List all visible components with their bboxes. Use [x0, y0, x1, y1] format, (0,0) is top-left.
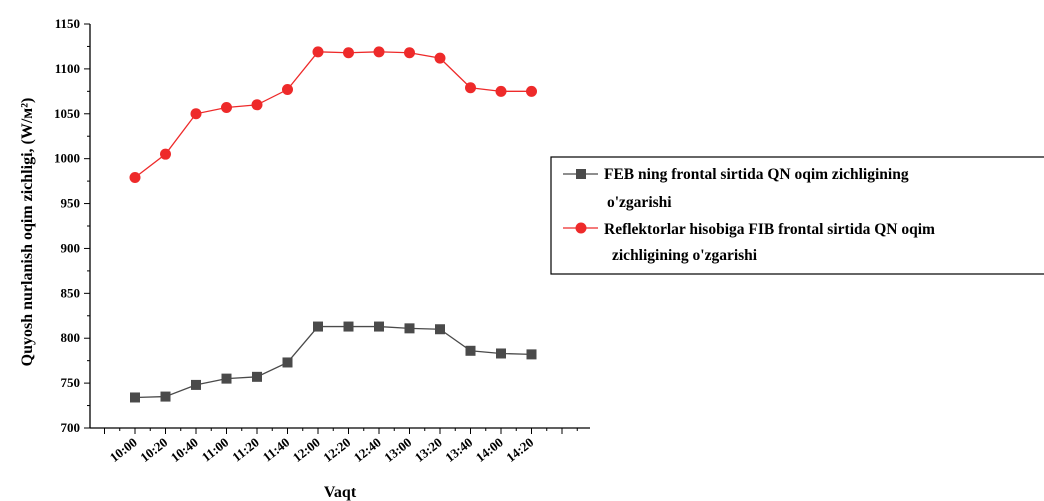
series-1 — [130, 321, 537, 403]
data-point — [373, 46, 385, 58]
x-tick-label: 10:40 — [168, 435, 201, 466]
legend-label-series-2-line1: Reflektorlar hisobiga FIB frontal sirtid… — [604, 221, 935, 238]
legend-marker-series-2 — [575, 222, 587, 234]
x-tick-label: 11:40 — [260, 435, 293, 465]
y-tick-label: 750 — [61, 375, 81, 390]
x-tick-label: 12:40 — [351, 435, 384, 466]
y-tick-labels: 700 750 800 850 900 950 1000 1050 1100 1150 — [54, 16, 80, 435]
data-point — [221, 101, 232, 113]
chart-series — [129, 46, 537, 403]
data-point — [343, 47, 354, 59]
data-point — [434, 52, 446, 64]
data-point — [343, 321, 354, 332]
legend-label-series-2-line2: zichligining o'zgarishi — [612, 247, 758, 264]
legend-box — [550, 156, 1044, 275]
x-axis-title: Vaqt — [324, 484, 357, 501]
y-tick-label: 1000 — [54, 151, 80, 166]
y-tick-label: 700 — [61, 420, 81, 435]
legend-marker-series-1 — [576, 169, 586, 179]
y-tick-label: 1150 — [55, 16, 80, 31]
x-tick-label: 10:00 — [107, 435, 140, 466]
data-point — [313, 321, 323, 332]
x-tick-label: 11:20 — [229, 435, 262, 465]
y-tick-label: 1050 — [54, 106, 80, 121]
series-1-line — [134, 325, 532, 399]
data-point — [496, 348, 506, 359]
y-axis-title: Quyosh nurlanish oqim zichligi, (W/м²) — [19, 98, 36, 367]
data-point — [221, 373, 232, 384]
data-point — [526, 349, 537, 360]
series-2 — [129, 46, 537, 184]
data-point — [374, 321, 384, 332]
x-tick-label: 12:00 — [290, 435, 323, 466]
data-point — [495, 85, 507, 97]
data-point — [435, 324, 445, 335]
data-point — [312, 46, 324, 58]
y-tick-label: 850 — [61, 285, 81, 300]
data-point — [160, 148, 171, 160]
y-tick-label: 950 — [61, 196, 81, 211]
x-tick-label: 14:00 — [473, 435, 506, 466]
data-point — [404, 47, 415, 59]
x-tick-labels: 10:0010:2010:4011:0011:2011:4012:0012:20… — [107, 435, 537, 466]
data-point — [190, 108, 202, 120]
legend-label-series-1-line2: o'zgarishi — [607, 194, 672, 211]
data-point — [526, 85, 537, 97]
y-tick-label: 1100 — [55, 61, 80, 76]
x-tick-label: 13:20 — [412, 435, 445, 466]
x-tick-label: 14:20 — [503, 435, 536, 466]
legend: FEB ning frontal sirtida QN oqim zichlig… — [550, 156, 1044, 275]
data-point — [191, 379, 201, 390]
legend-label-series-1-line1: FEB ning frontal sirtida QN oqim zichlig… — [604, 166, 909, 183]
y-tick-label: 900 — [61, 240, 81, 255]
data-point — [465, 82, 476, 94]
x-tick-label: 13:00 — [381, 435, 414, 466]
data-point — [130, 392, 140, 403]
x-tick-label: 10:20 — [137, 435, 170, 466]
data-point — [465, 345, 476, 356]
chart-axes — [84, 23, 590, 434]
data-point — [282, 84, 293, 96]
data-point — [252, 371, 262, 382]
x-tick-label: 11:00 — [199, 435, 232, 465]
data-point — [251, 99, 263, 111]
x-tick-label: 12:20 — [320, 435, 353, 466]
data-point — [129, 172, 141, 184]
data-point — [282, 357, 293, 368]
data-point — [404, 323, 415, 334]
x-tick-label: 13:40 — [442, 435, 475, 466]
data-point — [160, 391, 171, 402]
y-tick-label: 800 — [61, 330, 81, 345]
